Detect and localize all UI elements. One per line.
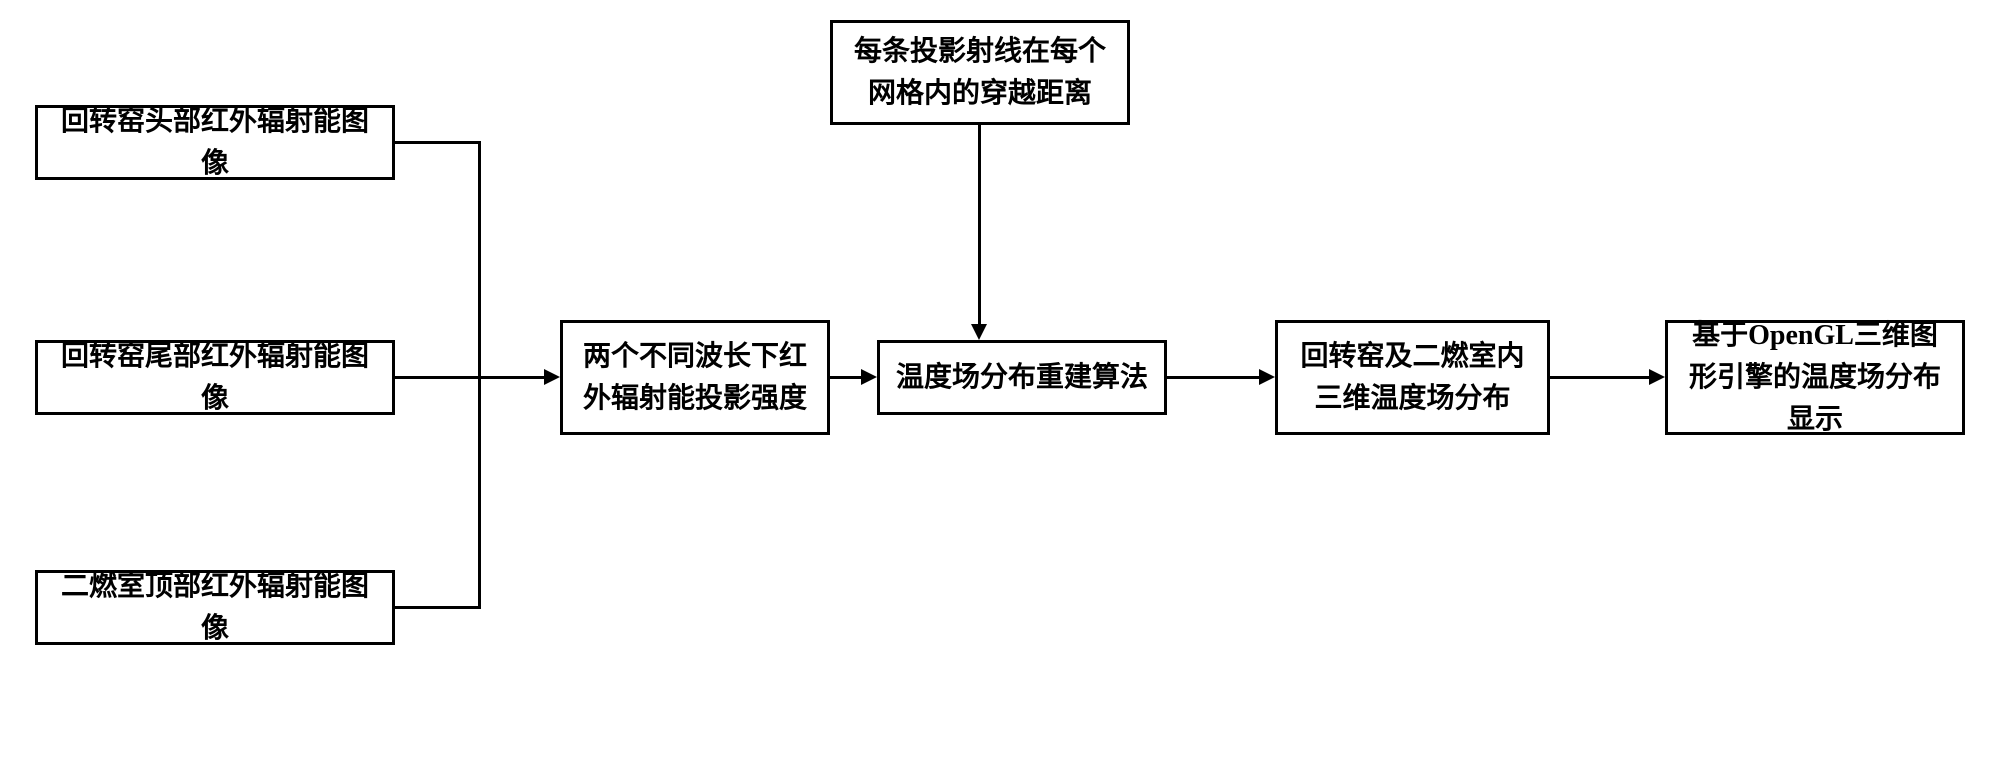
arrow-head bbox=[1259, 369, 1275, 385]
display-box: 基于OpenGL三维图形引擎的温度场分布显示 bbox=[1665, 320, 1965, 435]
arrow-head bbox=[861, 369, 877, 385]
input-box-kiln-head: 回转窑头部红外辐射能图像 bbox=[35, 105, 395, 180]
box-label: 两个不同波长下红外辐射能投影强度 bbox=[575, 336, 815, 420]
arrow-line bbox=[478, 141, 481, 609]
box-label: 回转窑头部红外辐射能图像 bbox=[50, 101, 380, 185]
box-label: 二燃室顶部红外辐射能图像 bbox=[50, 566, 380, 650]
traversal-distance-box: 每条投影射线在每个网格内的穿越距离 bbox=[830, 20, 1130, 125]
arrow-line bbox=[478, 376, 544, 379]
arrow-line bbox=[830, 376, 861, 379]
box-label: 基于OpenGL三维图形引擎的温度场分布显示 bbox=[1680, 315, 1950, 441]
box-label: 温度场分布重建算法 bbox=[896, 357, 1148, 399]
box-label: 回转窑及二燃室内三维温度场分布 bbox=[1290, 336, 1535, 420]
distribution-box: 回转窑及二燃室内三维温度场分布 bbox=[1275, 320, 1550, 435]
arrow-head bbox=[971, 324, 987, 340]
arrow-line bbox=[395, 606, 480, 609]
input-box-kiln-tail: 回转窑尾部红外辐射能图像 bbox=[35, 340, 395, 415]
arrow-line bbox=[1550, 376, 1649, 379]
projection-intensity-box: 两个不同波长下红外辐射能投影强度 bbox=[560, 320, 830, 435]
box-label: 每条投影射线在每个网格内的穿越距离 bbox=[845, 31, 1115, 115]
arrow-head bbox=[544, 369, 560, 385]
arrow-line bbox=[1167, 376, 1259, 379]
arrow-line bbox=[395, 376, 480, 379]
arrow-line bbox=[978, 125, 981, 324]
input-box-secondary-chamber: 二燃室顶部红外辐射能图像 bbox=[35, 570, 395, 645]
box-label: 回转窑尾部红外辐射能图像 bbox=[50, 336, 380, 420]
algorithm-box: 温度场分布重建算法 bbox=[877, 340, 1167, 415]
arrow-head bbox=[1649, 369, 1665, 385]
arrow-line bbox=[395, 141, 480, 144]
